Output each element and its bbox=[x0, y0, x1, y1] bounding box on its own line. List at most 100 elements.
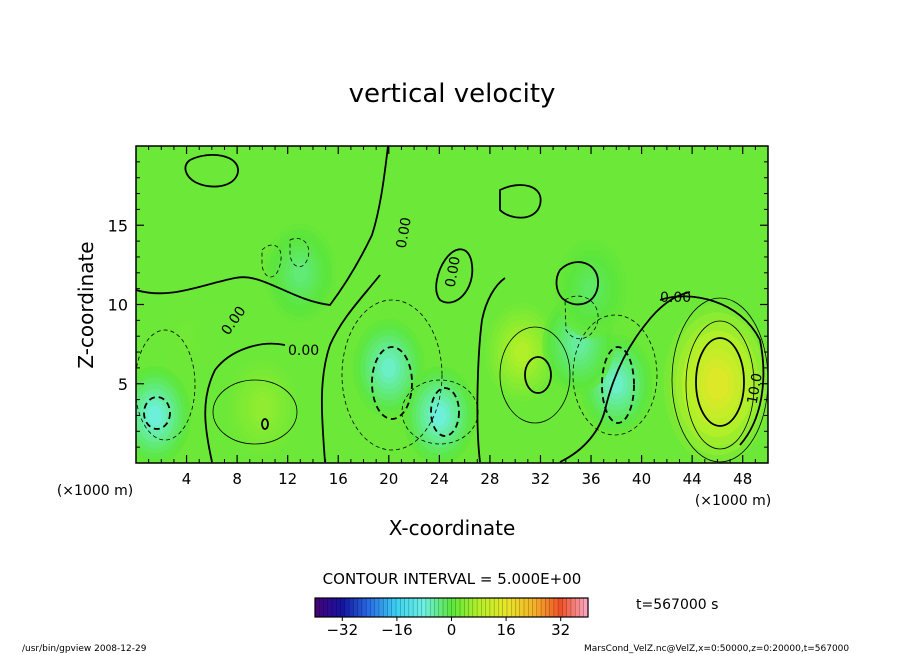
contour-zero bbox=[184, 153, 239, 188]
contour-negative-5 bbox=[261, 244, 282, 278]
colorbar-cell bbox=[524, 598, 529, 617]
colorbar-cell bbox=[575, 598, 581, 617]
contour-label: 10.0 bbox=[745, 372, 766, 405]
colorbar-cell bbox=[340, 598, 346, 617]
colorbar-cell bbox=[434, 598, 440, 617]
footer-left: /usr/bin/gpview 2008-12-29 bbox=[22, 644, 147, 654]
y-tick-label: 10 bbox=[108, 296, 128, 315]
field-feature bbox=[706, 367, 729, 400]
colorbar-cell bbox=[481, 598, 487, 617]
colorbar-cell bbox=[421, 598, 427, 617]
colorbar-cell bbox=[387, 598, 393, 617]
colorbar-cell bbox=[336, 598, 342, 617]
contour-positive-10 bbox=[695, 337, 745, 427]
colorbar-tick-label: −32 bbox=[326, 621, 358, 639]
contour-positive-5 bbox=[685, 320, 755, 450]
colorbar-cell bbox=[570, 598, 576, 617]
x-tick-label: 8 bbox=[232, 470, 242, 488]
contour-zero bbox=[320, 274, 381, 463]
y-axis: 5 10 15 bbox=[108, 161, 768, 448]
colorbar-tick-label: 0 bbox=[447, 621, 457, 639]
colorbar-cell bbox=[549, 598, 555, 617]
contour-negative-5 bbox=[572, 314, 658, 436]
field-feature bbox=[255, 397, 270, 418]
colorbar-cell bbox=[417, 598, 423, 617]
contour-zero bbox=[559, 291, 691, 463]
colorbar-ticks: −32 −16 0 16 32 bbox=[326, 617, 570, 639]
field-feature bbox=[514, 342, 529, 362]
colorbar-cell bbox=[511, 598, 517, 617]
x-tick-label: 20 bbox=[379, 470, 398, 488]
colorbar-cell bbox=[315, 598, 320, 617]
colorbar-cell bbox=[451, 598, 457, 617]
colorbar-cell bbox=[455, 598, 461, 617]
colorbar-cell bbox=[502, 598, 508, 617]
x-tick-label: 4 bbox=[182, 470, 192, 488]
colorbar-cell bbox=[408, 598, 414, 617]
colorbar-cell bbox=[353, 598, 359, 617]
contour-labels: 0.00 0.00 0.00 0.00 0.00 10.0 bbox=[218, 216, 765, 405]
field-feature bbox=[583, 278, 599, 299]
colorbar-tick-label: −16 bbox=[381, 621, 413, 639]
x-unit-label-right: (×1000 m) bbox=[695, 493, 771, 509]
contour-positive-10 bbox=[261, 418, 269, 430]
colorbar-cell bbox=[413, 598, 418, 617]
contour-negative-5 bbox=[341, 299, 443, 451]
colorbar-cell bbox=[464, 598, 470, 617]
colorbar-cell bbox=[447, 598, 453, 617]
field-feature bbox=[293, 262, 308, 283]
colorbar-cell bbox=[515, 598, 521, 617]
colorbar-cell bbox=[357, 598, 363, 617]
contour-zero bbox=[499, 184, 542, 219]
time-label: t=567000 s bbox=[636, 597, 718, 613]
y-tick-label: 5 bbox=[118, 375, 128, 394]
colorbar-cell bbox=[506, 598, 512, 617]
contour-negative-10 bbox=[143, 396, 171, 430]
contour-zero bbox=[476, 277, 506, 463]
colorbar-cell bbox=[327, 598, 333, 617]
contour-lines-negative bbox=[136, 238, 658, 451]
contour-zero bbox=[136, 146, 389, 306]
contour-zero bbox=[555, 261, 599, 306]
x-tick-label: 48 bbox=[733, 470, 752, 488]
colorbar-cell bbox=[489, 598, 495, 617]
colorbar-cell bbox=[494, 598, 500, 617]
colorbar-cell bbox=[370, 598, 376, 617]
colorbar-cell bbox=[396, 598, 401, 617]
x-tick-label: 28 bbox=[480, 470, 499, 488]
heatmap-field bbox=[136, 146, 768, 463]
contour-lines bbox=[136, 146, 768, 463]
colorbar-cell bbox=[344, 598, 350, 617]
colorbar-cell bbox=[536, 598, 542, 617]
x-tick-label: 24 bbox=[430, 470, 449, 488]
colorbar-cell bbox=[468, 598, 474, 617]
contour-zero bbox=[204, 342, 286, 463]
colorbar-cell bbox=[349, 598, 354, 617]
contour-negative-5 bbox=[564, 295, 599, 340]
y-tick-label: 15 bbox=[108, 216, 128, 235]
contour-label: 0.00 bbox=[660, 290, 691, 306]
contour-label: 0.00 bbox=[288, 343, 319, 359]
x-tick-label: 32 bbox=[531, 470, 550, 488]
colorbar-cell bbox=[532, 598, 538, 617]
colorbar-cell bbox=[374, 598, 380, 617]
colorbar-cell bbox=[383, 598, 389, 617]
colorbar-cell bbox=[460, 598, 465, 617]
colorbar-cell bbox=[528, 598, 534, 617]
colorbar bbox=[315, 598, 589, 617]
chart-title: vertical velocity bbox=[349, 79, 556, 109]
contour-negative-5 bbox=[136, 329, 196, 441]
colorbar-tick-label: 16 bbox=[497, 621, 516, 639]
contour-negative-5 bbox=[289, 238, 310, 268]
x-tick-label: 12 bbox=[278, 470, 297, 488]
colorbar-cell bbox=[472, 598, 478, 617]
field-feature bbox=[147, 405, 163, 426]
x-tick-label: 16 bbox=[329, 470, 348, 488]
colorbar-cell bbox=[477, 598, 482, 617]
colorbar-cell bbox=[438, 598, 444, 617]
contour-interval-label: CONTOUR INTERVAL = 5.000E+00 bbox=[323, 570, 582, 588]
contour-label: 0.00 bbox=[394, 216, 415, 249]
colorbar-cell bbox=[332, 598, 337, 617]
colorbar-cell bbox=[319, 598, 325, 617]
